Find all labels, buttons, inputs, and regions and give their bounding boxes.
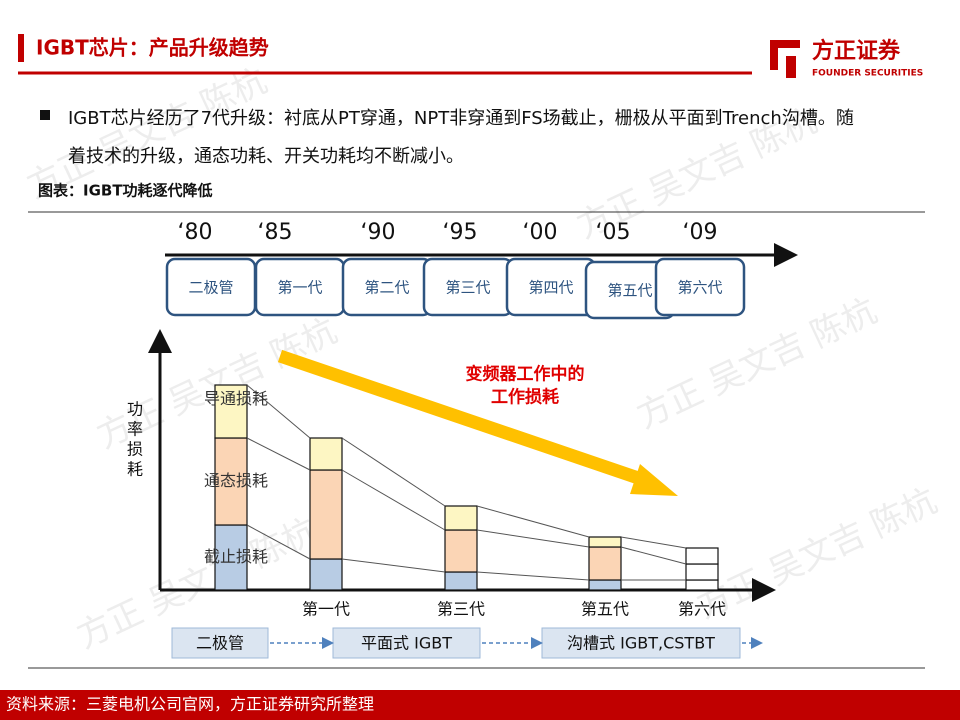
figure-caption: 图表：IGBT功耗逐代降低 [38, 182, 213, 200]
bar-segment [309, 437, 343, 471]
connector [341, 469, 446, 531]
timeline-year: ‘09 [683, 220, 718, 245]
chart: ‘80 ‘85 ‘90 ‘95 ‘00 ‘05 ‘09二极管 第一代 第二代 第三代 第四代 第五代第… [127, 220, 798, 659]
x-tick-label: 第六代 [678, 600, 726, 619]
timeline-year: ‘00 [523, 220, 558, 245]
timeline-year: ‘85 [258, 220, 293, 245]
logo-icon [770, 40, 800, 78]
trend-arrow-head [630, 464, 678, 496]
timeline-year: ‘05 [596, 220, 631, 245]
bar-segment [444, 505, 478, 531]
annotation: 工作损耗 [491, 387, 559, 408]
logo: 方正证券 FOUNDER SECURITIES [770, 38, 923, 79]
bar-segment [588, 546, 622, 581]
logo-sub: FOUNDER SECURITIES [812, 69, 923, 79]
y-axis-label-char: 耗 [127, 460, 143, 479]
trend-arrow-shaft [277, 349, 653, 489]
tech-band [171, 627, 269, 659]
bar-segment [444, 529, 478, 573]
watermark: 方正 吴文吉 陈杭 [691, 481, 943, 627]
series-label: 导通损耗 [204, 389, 268, 408]
slide-title: IGBT芯片：产品升级趋势 [36, 36, 269, 60]
bullet-text: IGBT芯片经历了7代升级：衬底从PT穿通，NPT非穿通到FS场截止，栅极从平面… [68, 108, 854, 167]
bar-segment [444, 571, 478, 591]
title-marker [18, 34, 24, 62]
series-label: 通态损耗 [204, 471, 268, 490]
generation-label: 第一代 [277, 279, 322, 297]
bar-segment [685, 547, 719, 565]
generation-label: 第二代 [364, 279, 409, 297]
bar-segment [588, 536, 622, 548]
generation-label: 二极管 [188, 279, 233, 297]
connector [476, 571, 590, 581]
bullet-square [40, 110, 50, 120]
generation-label: 第五代 [607, 282, 652, 300]
connector [341, 437, 446, 507]
x-tick-label: 第三代 [437, 600, 485, 619]
generation-label: 第六代 [677, 279, 722, 297]
timeline-year: ‘80 [178, 220, 213, 245]
connector [341, 558, 446, 573]
connector [476, 505, 590, 538]
bar-segment [214, 437, 248, 526]
logo-text: 方正证券 [812, 38, 901, 64]
bar-segment [588, 579, 622, 591]
tech-band [541, 627, 741, 659]
timeline-year: ‘95 [443, 220, 478, 245]
tech-band-label: 平面式 IGBT [361, 634, 452, 653]
bar-segment [309, 558, 343, 591]
connector [246, 384, 311, 439]
connector [620, 546, 687, 565]
bar-segment [214, 384, 248, 439]
y-axis-label-char: 功 [127, 400, 143, 419]
footer-bar [0, 690, 960, 720]
footer-source: 资料来源：三菱电机公司官网，方正证券研究所整理 [6, 695, 374, 714]
connector [246, 437, 311, 471]
bar-segment [685, 563, 719, 581]
bar-segment [214, 524, 248, 591]
bar-segment [685, 579, 719, 591]
x-tick-label: 第五代 [581, 600, 629, 619]
tech-band-label: 二极管 [196, 634, 244, 653]
series-label: 截止损耗 [204, 547, 268, 566]
generation-box [654, 257, 746, 317]
timeline-year: ‘90 [361, 220, 396, 245]
annotation: 变频器工作中的 [466, 364, 585, 385]
bar-segment [309, 469, 343, 560]
connector [246, 524, 311, 560]
connector [620, 536, 687, 549]
connector [476, 529, 590, 548]
generation-label: 第四代 [528, 279, 573, 297]
y-axis-label-char: 损 [127, 440, 143, 459]
x-tick-label: 第一代 [302, 600, 350, 619]
tech-band-label: 沟槽式 IGBT,CSTBT [567, 634, 715, 653]
generation-label: 第三代 [445, 279, 490, 297]
y-axis-label-char: 率 [127, 420, 143, 439]
